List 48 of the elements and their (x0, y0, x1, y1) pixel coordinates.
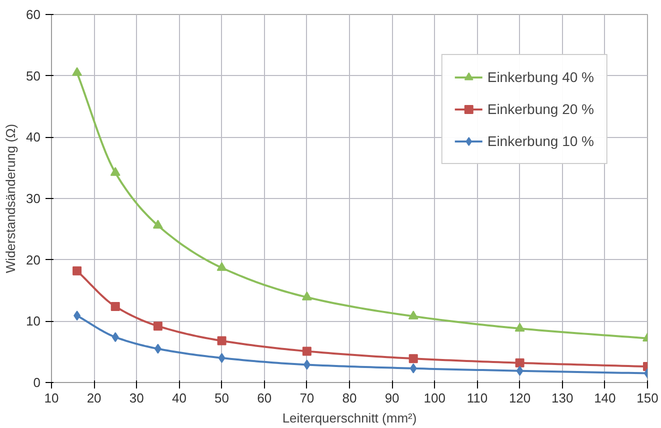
point (516, 366, 524, 376)
y-axis-title: Widerstandsänderung (Ω) (3, 124, 18, 274)
point (410, 363, 417, 374)
point (74, 310, 81, 321)
point (110, 302, 120, 311)
y-tick-label: 50 (26, 68, 41, 84)
y-tick-label: 20 (26, 252, 41, 268)
legend-label: Einkerbung 40 % (487, 69, 594, 85)
point (72, 67, 82, 76)
y-tick-label: 60 (26, 7, 41, 22)
x-tick-label: 120 (508, 390, 531, 406)
point (110, 167, 120, 176)
x-tick-label: 10 (44, 390, 59, 406)
legend-label: Einkerbung 20 % (487, 101, 594, 117)
x-tick-label: 100 (424, 390, 446, 406)
y-tick-label: 30 (26, 191, 41, 206)
y-tick-label: 40 (26, 130, 41, 145)
point (112, 332, 119, 342)
x-tick-label: 90 (384, 390, 400, 406)
x-axis-title: Leiterquerschnitt (mm²) (282, 410, 417, 426)
point (218, 352, 226, 363)
point (72, 266, 82, 276)
legend-label: Einkerbung 10 % (487, 133, 594, 149)
point (152, 220, 163, 229)
x-tick-label: 40 (172, 390, 186, 406)
point (515, 358, 524, 368)
point (302, 346, 312, 356)
x-tick-label: 20 (86, 390, 102, 406)
x-tick-label: 110 (466, 390, 488, 406)
x-tick-label: 130 (552, 390, 574, 406)
point (514, 322, 525, 332)
y-tick-label: 0 (33, 375, 41, 390)
x-tick-label: 30 (129, 390, 144, 406)
x-tick-label: 80 (342, 390, 357, 406)
x-tick-label: 150 (636, 390, 658, 406)
point (217, 336, 226, 346)
point (408, 310, 418, 320)
point (408, 354, 418, 364)
point (153, 322, 162, 331)
x-tick-label: 60 (257, 390, 272, 406)
point (154, 344, 162, 354)
point (216, 262, 227, 271)
y-tick-label: 10 (26, 314, 41, 329)
x-tick-label: 50 (214, 390, 230, 406)
point (303, 360, 310, 370)
point (302, 292, 312, 300)
x-tick-label: 70 (300, 390, 314, 406)
x-tick-label: 140 (594, 390, 616, 406)
